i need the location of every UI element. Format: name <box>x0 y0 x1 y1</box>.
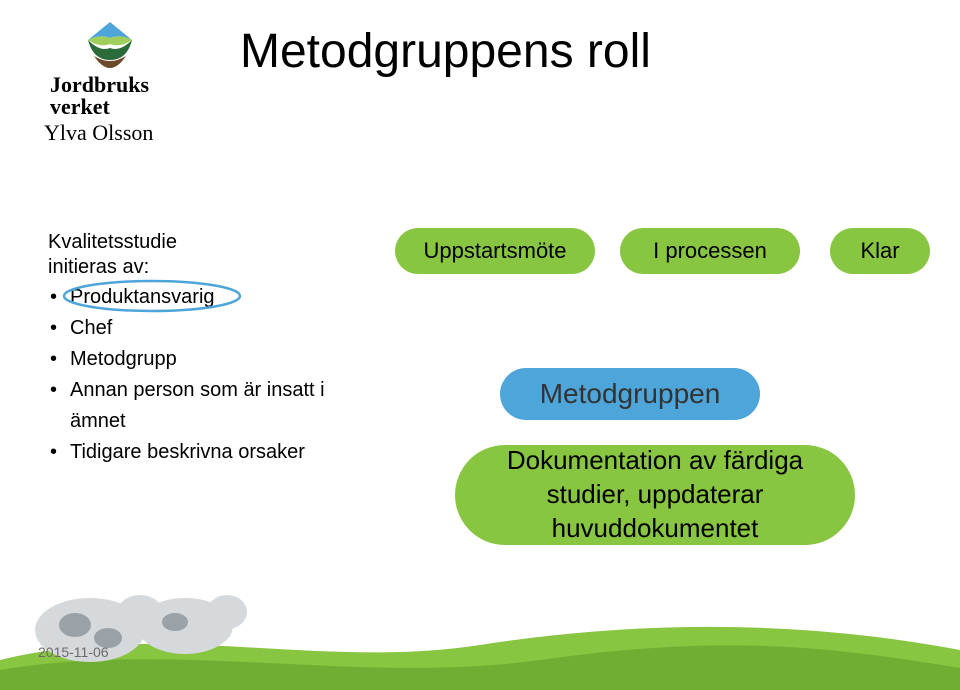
lead-text: Kvalitetsstudie initieras av: <box>48 230 358 280</box>
list-item: Tidigare beskrivna orsaker <box>48 437 358 468</box>
brand-logo: Jordbruks verket <box>40 20 180 118</box>
list-item: Metodgrupp <box>48 344 358 375</box>
list-item: Produktansvarig <box>48 282 358 313</box>
pill-uppstartsmote: Uppstartsmöte <box>395 228 595 274</box>
list-item: Chef <box>48 313 358 344</box>
logo-text-line1: Jordbruks <box>50 74 180 96</box>
logo-mark-icon <box>82 20 138 70</box>
slide-title: Metodgruppens roll <box>240 24 651 79</box>
lead-line2: initieras av: <box>48 256 149 278</box>
pill-dokumentation-line1: Dokumentation av färdiga <box>507 444 803 478</box>
logo-text-line2: verket <box>50 96 180 118</box>
presenter-name: Ylva Olsson <box>44 120 153 146</box>
left-column: Kvalitetsstudie initieras av: Produktans… <box>48 230 358 468</box>
pill-dokumentation: Dokumentation av färdiga studier, uppdat… <box>455 445 855 545</box>
pill-dokumentation-line2: studier, uppdaterar <box>547 478 764 512</box>
bullet-list: ProduktansvarigChefMetodgruppAnnan perso… <box>48 282 358 468</box>
logo-wordmark: Jordbruks verket <box>50 74 180 118</box>
slide-date: 2015-11-06 <box>38 644 109 660</box>
pill-metodgruppen: Metodgruppen <box>500 368 760 420</box>
list-item: Annan person som är insatt i ämnet <box>48 375 358 437</box>
circled-item: Produktansvarig <box>70 282 215 313</box>
lead-line1: Kvalitetsstudie <box>48 231 177 253</box>
pill-klar: Klar <box>830 228 930 274</box>
pill-dokumentation-line3: huvuddokumentet <box>552 512 759 546</box>
hand-circle-icon <box>62 278 247 318</box>
footer-art-icon <box>0 550 960 690</box>
pill-i-processen: I processen <box>620 228 800 274</box>
